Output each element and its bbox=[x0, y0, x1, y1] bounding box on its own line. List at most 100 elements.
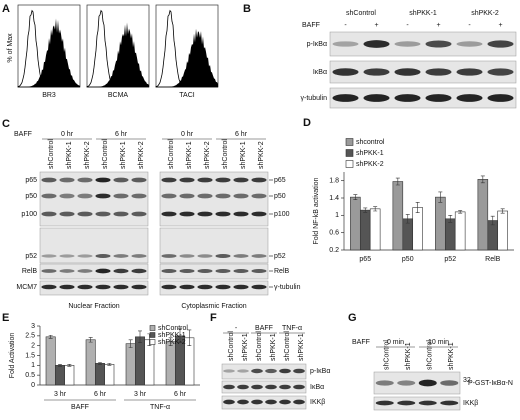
row-label: γ-tubulin bbox=[301, 95, 328, 102]
bar bbox=[165, 341, 176, 386]
band bbox=[113, 284, 129, 290]
lane-label: shControl bbox=[102, 139, 109, 169]
row-label: RelB bbox=[22, 268, 38, 275]
fraction-label: Cytoplasmic Fraction bbox=[181, 303, 246, 310]
row-label: p52 bbox=[25, 253, 37, 260]
band bbox=[95, 193, 111, 199]
band bbox=[279, 368, 291, 374]
lane-label: shPKK-2 bbox=[258, 141, 265, 169]
band bbox=[161, 177, 177, 183]
bar bbox=[135, 336, 145, 386]
row-label: P-GST-IκBα-N bbox=[468, 380, 513, 387]
band bbox=[197, 211, 213, 217]
row-label: p-IκBα bbox=[310, 368, 330, 375]
error-bar bbox=[88, 337, 93, 343]
band bbox=[332, 41, 359, 47]
lane-label: shPKK-1 bbox=[448, 342, 455, 370]
y-tick-label: 0.5 bbox=[25, 372, 35, 379]
row-label: p100 bbox=[274, 211, 290, 218]
sign-label: + bbox=[374, 22, 378, 29]
group-label: shPKK-1 bbox=[409, 10, 437, 17]
sign-label: + bbox=[498, 22, 502, 29]
panel-letter: A bbox=[2, 3, 10, 15]
y-tick-label: 2 bbox=[31, 343, 35, 350]
legend-swatch bbox=[149, 339, 156, 345]
legend-swatch bbox=[345, 149, 354, 157]
band bbox=[215, 211, 231, 217]
band bbox=[394, 68, 421, 76]
row-label: IKKβ bbox=[310, 399, 325, 406]
band bbox=[233, 193, 249, 199]
lane-label: shPKK-1 bbox=[186, 141, 193, 169]
error-bar bbox=[448, 215, 453, 223]
group-label: TNF-α bbox=[150, 404, 170, 411]
sign-label: - bbox=[406, 22, 409, 29]
lane-label: shControl bbox=[256, 331, 263, 361]
band bbox=[59, 177, 75, 183]
panel-letter: D bbox=[303, 117, 311, 129]
bar bbox=[454, 211, 466, 251]
band bbox=[161, 268, 177, 274]
band bbox=[265, 384, 277, 390]
band bbox=[161, 211, 177, 217]
band bbox=[95, 177, 111, 183]
bar bbox=[359, 209, 371, 251]
band bbox=[418, 400, 437, 406]
band bbox=[251, 399, 263, 405]
band bbox=[237, 399, 249, 405]
error-bar bbox=[353, 194, 358, 201]
sign-label: + bbox=[436, 22, 440, 29]
lane-label: shPKK-1 bbox=[270, 333, 277, 361]
band bbox=[251, 211, 267, 217]
bar bbox=[369, 208, 381, 251]
y-tick-label: 1.5 bbox=[25, 352, 35, 359]
band bbox=[41, 254, 57, 258]
band bbox=[397, 380, 416, 386]
blot bbox=[329, 60, 517, 84]
bar bbox=[85, 339, 96, 386]
panel-letter: E bbox=[2, 312, 9, 324]
row-label: p50 bbox=[25, 193, 37, 200]
lane-label: shControl bbox=[228, 331, 235, 361]
lane-label: shPKK-2 bbox=[84, 141, 91, 169]
blot bbox=[159, 280, 269, 296]
y-tick-label: 1 bbox=[335, 212, 339, 219]
treatment-label: BAFF bbox=[14, 131, 32, 138]
time-label: 6 hr bbox=[115, 131, 128, 138]
bar bbox=[95, 363, 105, 386]
group-label: shControl bbox=[346, 10, 376, 17]
bar bbox=[104, 364, 115, 386]
error-bar bbox=[373, 206, 378, 212]
band bbox=[418, 379, 437, 387]
bar bbox=[144, 339, 155, 386]
band bbox=[179, 177, 195, 183]
band bbox=[279, 384, 291, 390]
legend-label: shPKK-1 bbox=[356, 150, 384, 157]
y-axis-label: Fold NF-kB activation bbox=[313, 177, 320, 244]
blot bbox=[39, 227, 149, 264]
error-bar bbox=[107, 363, 112, 366]
band bbox=[223, 384, 235, 390]
bar bbox=[64, 365, 75, 386]
sign-label: - bbox=[468, 22, 471, 29]
band bbox=[77, 269, 93, 273]
error-bar bbox=[98, 362, 102, 365]
row-label: IκBα bbox=[313, 69, 327, 76]
band bbox=[131, 193, 147, 199]
band bbox=[215, 284, 231, 290]
band bbox=[197, 193, 213, 199]
band bbox=[131, 268, 147, 274]
row-label-superscript: 32 bbox=[463, 377, 471, 384]
blot bbox=[39, 171, 149, 227]
band bbox=[233, 211, 249, 217]
error-bar bbox=[490, 215, 495, 226]
row-label: p65 bbox=[274, 177, 286, 184]
band bbox=[363, 40, 390, 48]
lane-label: shControl bbox=[222, 139, 229, 169]
x-tick-label: p65 bbox=[359, 256, 371, 263]
band bbox=[131, 211, 147, 217]
row-label: p100 bbox=[21, 211, 37, 218]
error-bar bbox=[48, 334, 53, 339]
bar bbox=[350, 196, 361, 251]
band bbox=[251, 193, 267, 199]
